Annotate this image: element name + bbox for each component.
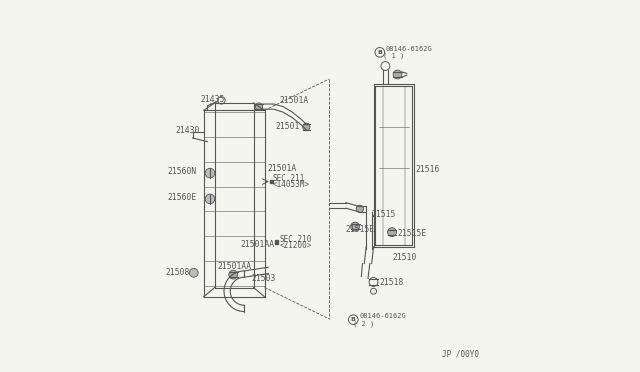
- Circle shape: [255, 103, 263, 110]
- Text: 21560N: 21560N: [168, 167, 196, 176]
- Text: 21501A: 21501A: [280, 96, 308, 105]
- Text: 21435: 21435: [200, 95, 225, 104]
- Text: 21515E: 21515E: [397, 230, 427, 238]
- Circle shape: [356, 205, 364, 212]
- Circle shape: [351, 222, 360, 231]
- Bar: [275, 240, 278, 244]
- Text: SEC.211: SEC.211: [273, 174, 305, 183]
- Circle shape: [393, 70, 402, 79]
- Circle shape: [229, 270, 237, 279]
- Text: 21515: 21515: [372, 210, 396, 219]
- Text: 21503: 21503: [252, 274, 276, 283]
- Text: <21200>: <21200>: [280, 241, 312, 250]
- Circle shape: [189, 268, 198, 277]
- Text: <14053M>: <14053M>: [273, 180, 310, 189]
- Text: 21518: 21518: [379, 278, 403, 287]
- Bar: [269, 180, 273, 183]
- Text: ( 1 ): ( 1 ): [383, 53, 404, 59]
- Circle shape: [303, 123, 310, 131]
- Circle shape: [388, 228, 396, 237]
- Text: B: B: [378, 50, 382, 55]
- Text: 08146-6162G: 08146-6162G: [359, 313, 406, 319]
- Text: 21501A: 21501A: [268, 164, 297, 173]
- Text: 21508: 21508: [166, 268, 190, 277]
- Text: 21430: 21430: [175, 126, 200, 135]
- Text: 21560E: 21560E: [168, 193, 196, 202]
- Text: SEC.210: SEC.210: [280, 235, 312, 244]
- Text: 08146-6162G: 08146-6162G: [386, 46, 433, 52]
- Circle shape: [205, 168, 215, 178]
- Text: 21501AA: 21501AA: [241, 240, 275, 249]
- Text: 21516: 21516: [415, 165, 440, 174]
- Text: ( 2 ): ( 2 ): [353, 320, 374, 327]
- Text: B: B: [351, 317, 356, 322]
- Text: 21501AA: 21501AA: [218, 262, 252, 271]
- Text: JP /00Y0: JP /00Y0: [442, 350, 479, 359]
- Text: 21515E: 21515E: [345, 225, 374, 234]
- Text: 21510: 21510: [392, 253, 417, 263]
- Circle shape: [205, 194, 215, 204]
- Text: 21501: 21501: [275, 122, 300, 131]
